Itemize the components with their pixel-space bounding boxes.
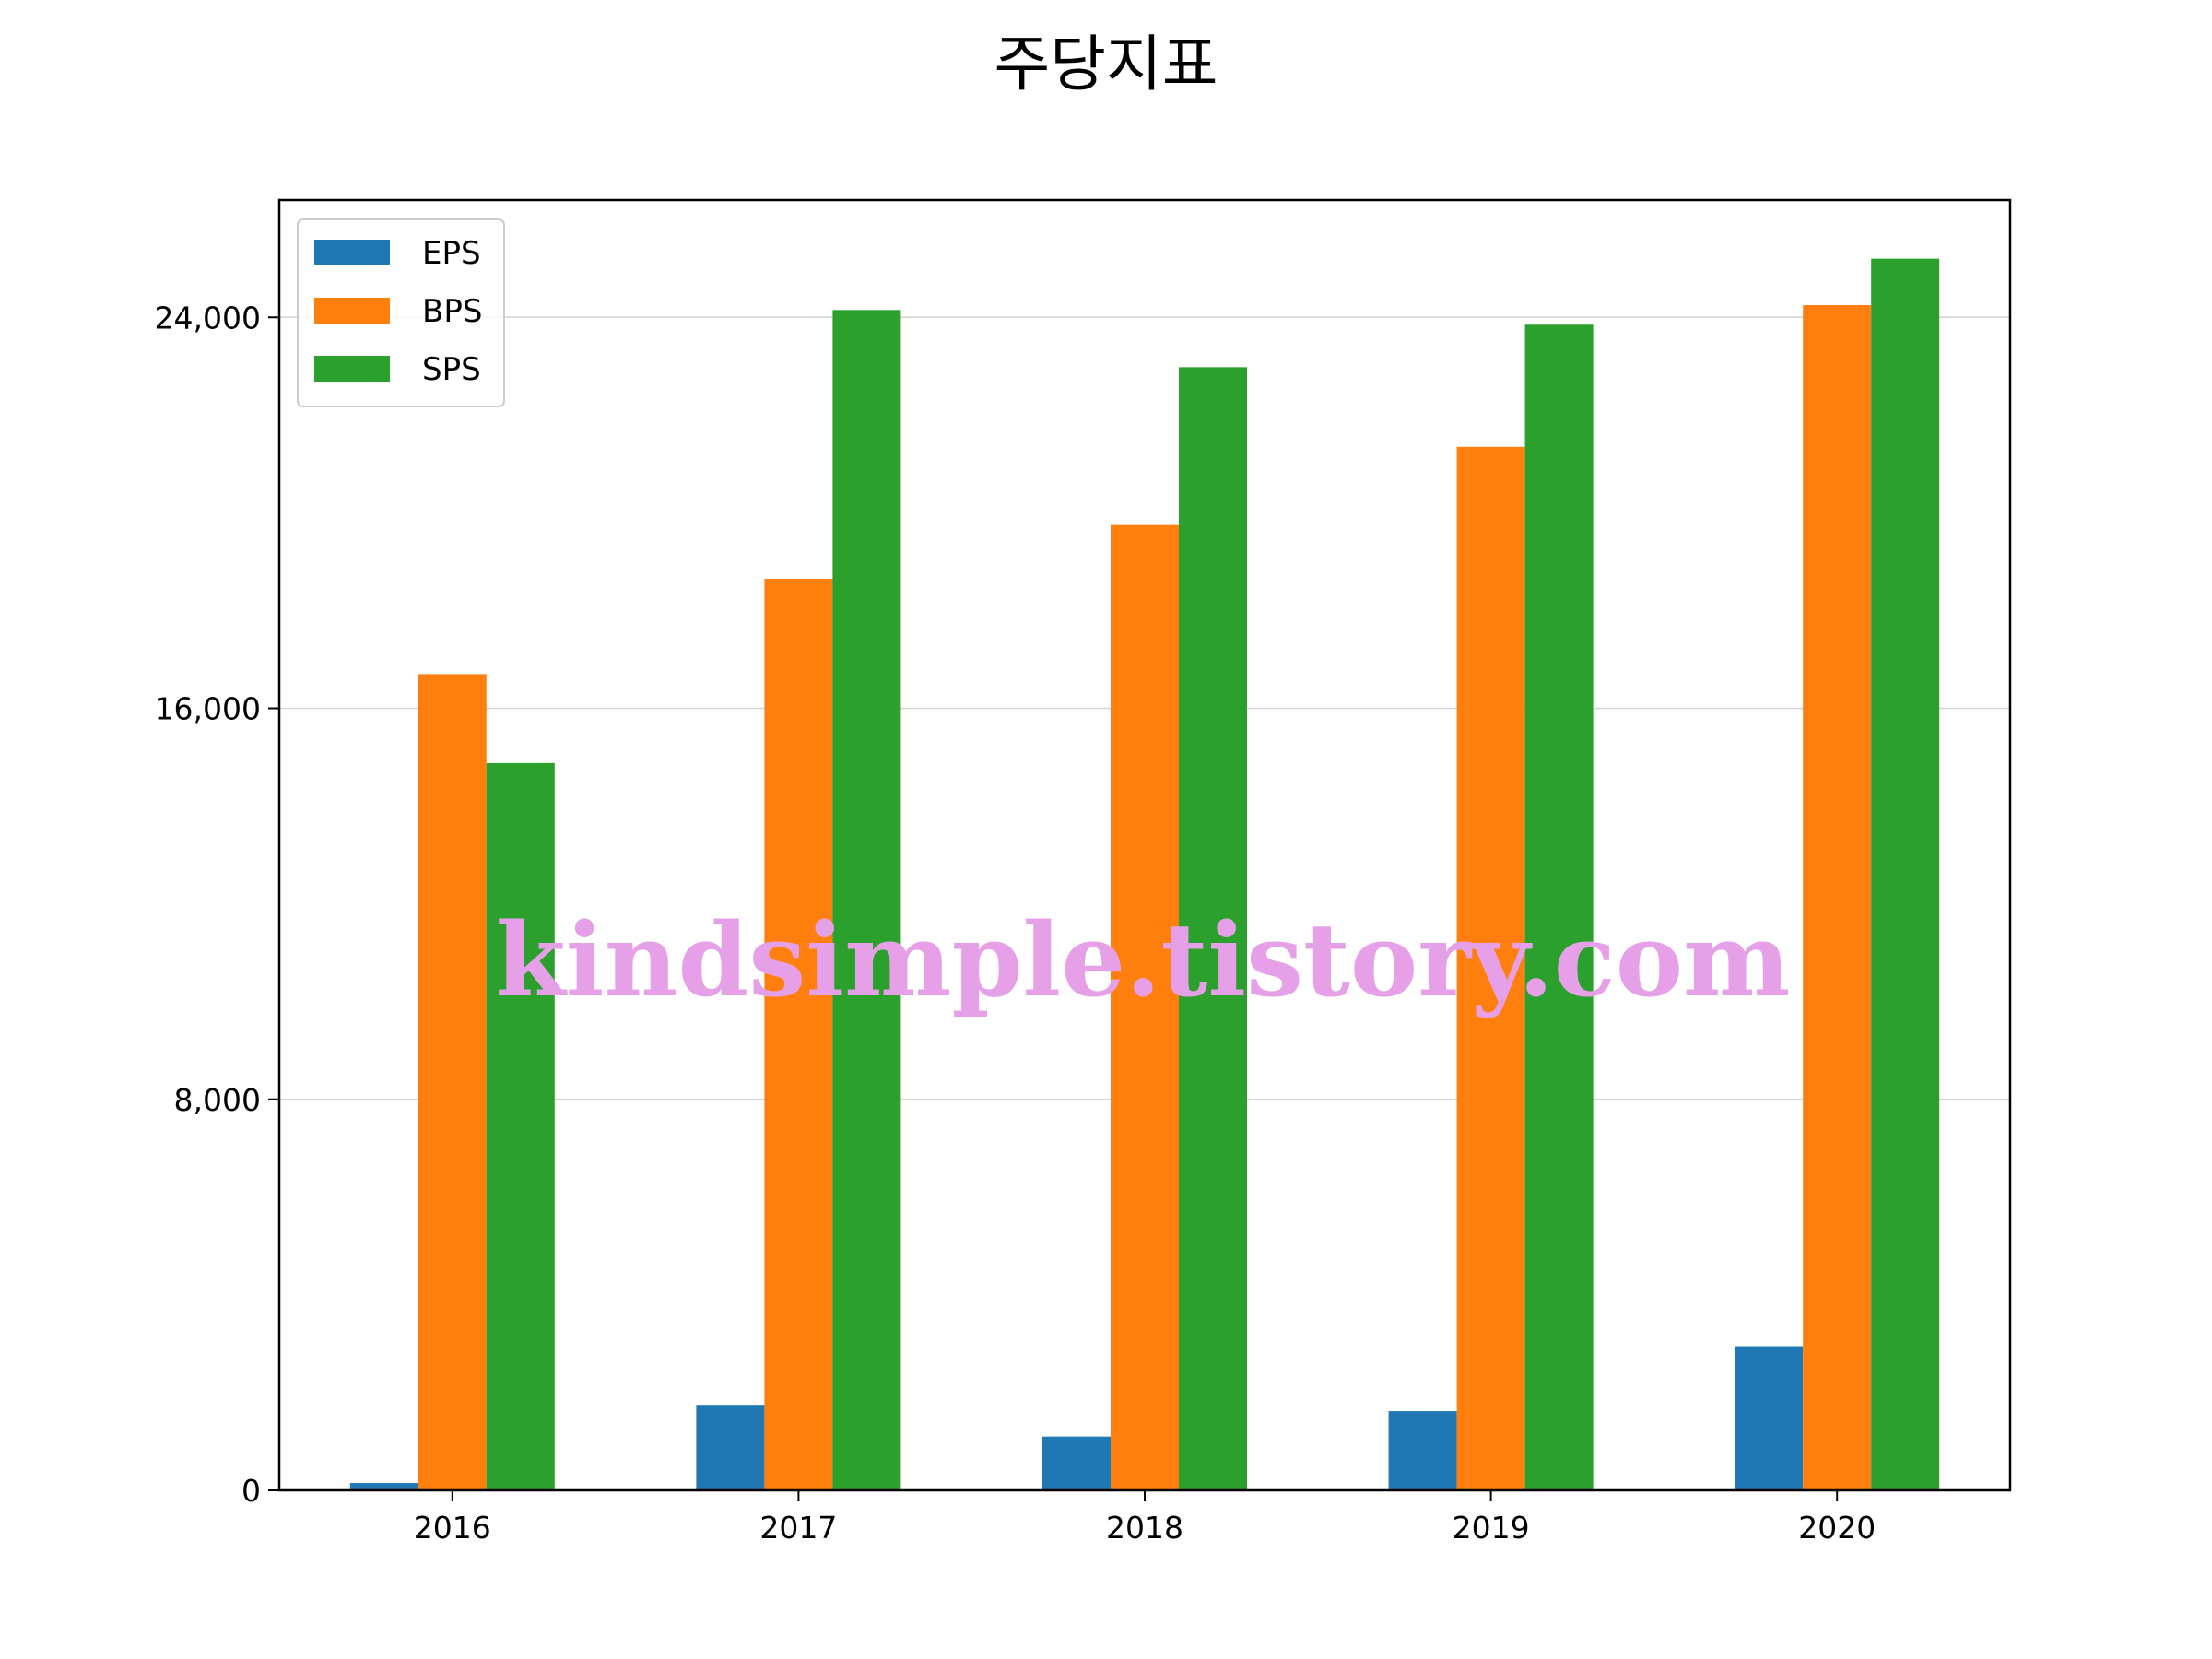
- y-tick-label: 8,000: [174, 1082, 261, 1118]
- bar-eps: [1735, 1346, 1804, 1490]
- watermark-text: kindsimple.tistory.com: [496, 900, 1791, 1019]
- legend-label: SPS: [422, 351, 481, 388]
- bar-bps: [764, 578, 833, 1490]
- x-tick-label: 2018: [1106, 1510, 1183, 1546]
- legend-label: BPS: [422, 293, 482, 330]
- bar-sps: [1871, 258, 1940, 1490]
- legend-swatch: [314, 240, 390, 265]
- bar-eps: [1042, 1436, 1111, 1490]
- bar-sps: [486, 762, 555, 1490]
- bar-bps: [418, 674, 487, 1490]
- bar-bps: [1803, 305, 1872, 1490]
- bar-sps: [1179, 367, 1247, 1490]
- bars: [349, 258, 1940, 1491]
- bar-bps: [1111, 524, 1179, 1490]
- bar-sps: [832, 310, 901, 1491]
- y-tick-label: 16,000: [155, 691, 261, 727]
- legend-swatch: [314, 356, 390, 382]
- legend-swatch: [314, 298, 390, 324]
- x-tick-label: 2020: [1798, 1510, 1876, 1546]
- x-tick-label: 2019: [1453, 1510, 1530, 1546]
- bar-bps: [1456, 446, 1525, 1491]
- y-tick-label: 0: [241, 1473, 261, 1509]
- x-tick-label: 2017: [759, 1510, 837, 1546]
- chart-title: 주당지표: [994, 29, 1218, 100]
- axes: 0 8,000 16,000 24,000 2016 2017 2018 2019 2020: [155, 300, 1877, 1546]
- legend-label: EPS: [422, 235, 481, 272]
- bar-eps: [349, 1483, 418, 1490]
- x-tick-label: 2016: [414, 1510, 491, 1546]
- bar-eps: [696, 1405, 765, 1490]
- y-tick-label: 24,000: [155, 300, 261, 335]
- bar-eps: [1388, 1411, 1457, 1490]
- bar-sps: [1524, 324, 1594, 1490]
- legend: EPS BPS SPS: [297, 218, 505, 407]
